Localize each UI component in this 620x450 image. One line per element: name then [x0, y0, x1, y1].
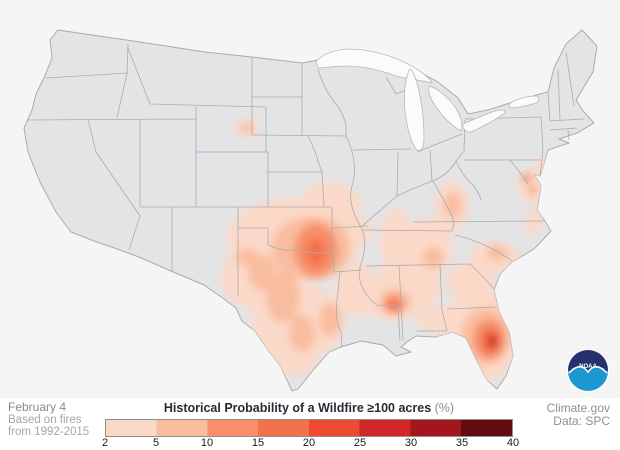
legend-tick-label: 35 [455, 437, 469, 449]
probability-blob [257, 361, 269, 373]
date-label: February 4 [8, 400, 67, 414]
probability-blob [379, 208, 413, 272]
probability-blob [487, 334, 497, 348]
noaa-logo-text: NOAA [579, 364, 597, 370]
credit-source: Data: SPC [553, 414, 610, 428]
legend-tick-label: 5 [152, 437, 160, 449]
credit-block: Climate.gov Data: SPC [547, 402, 610, 428]
legend-tick-label: 10 [200, 437, 214, 449]
credit-publisher: Climate.gov [546, 401, 610, 415]
legend-title-units: (%) [434, 401, 455, 415]
probability-blob [417, 307, 463, 333]
lake-huron [428, 85, 463, 132]
map-canvas: NOAA [23, 29, 610, 393]
lake-ontario [508, 95, 540, 109]
probability-blob [524, 212, 540, 236]
great-lakes [315, 48, 540, 151]
date-block: February 4 Based on fires from 1992-2015 [8, 401, 89, 439]
lake-superior [315, 48, 433, 84]
gull-icon [568, 365, 608, 374]
legend-tick-label: 25 [353, 437, 367, 449]
probability-blob [266, 271, 300, 323]
probability-blob [289, 314, 315, 352]
legend-color-scale [105, 419, 513, 437]
source-line-2: from 1992-2015 [8, 426, 90, 438]
probability-blob [537, 156, 551, 178]
legend-tick-label: 30 [404, 437, 418, 449]
legend: Historical Probability of a Wildfire ≥10… [101, 398, 519, 450]
legend-tick-label: 20 [302, 437, 316, 449]
probability-blob [236, 248, 258, 266]
us-map-svg: NOAA [23, 29, 610, 393]
footer: February 4 Based on fires from 1992-2015… [0, 398, 620, 450]
lake-michigan [403, 69, 425, 151]
probability-blob [319, 303, 341, 337]
probability-blob [529, 186, 537, 194]
legend-tick-label: 40 [506, 437, 520, 449]
probability-blob [422, 247, 444, 269]
legend-tick-label: 2 [101, 437, 109, 449]
legend-title-text: Historical Probability of a Wildfire ≥10… [163, 401, 432, 415]
probability-blob [518, 169, 546, 203]
legend-tick-label: 15 [251, 437, 265, 449]
lake-erie [462, 109, 506, 133]
probability-blob [241, 123, 253, 133]
probability-blob [388, 301, 400, 311]
legend-title: Historical Probability of a Wildfire ≥10… [45, 401, 573, 415]
legend-ticks: 2 5 10 15 20 25 30 35 40 [101, 437, 519, 450]
source-line-1: Based on fires [8, 413, 82, 426]
probability-blob [444, 192, 462, 218]
probability-blob [298, 183, 362, 227]
probability-blob [306, 238, 326, 266]
noaa-logo: NOAA [566, 349, 610, 393]
probability-blob [522, 173, 532, 183]
state-borders [26, 43, 585, 348]
